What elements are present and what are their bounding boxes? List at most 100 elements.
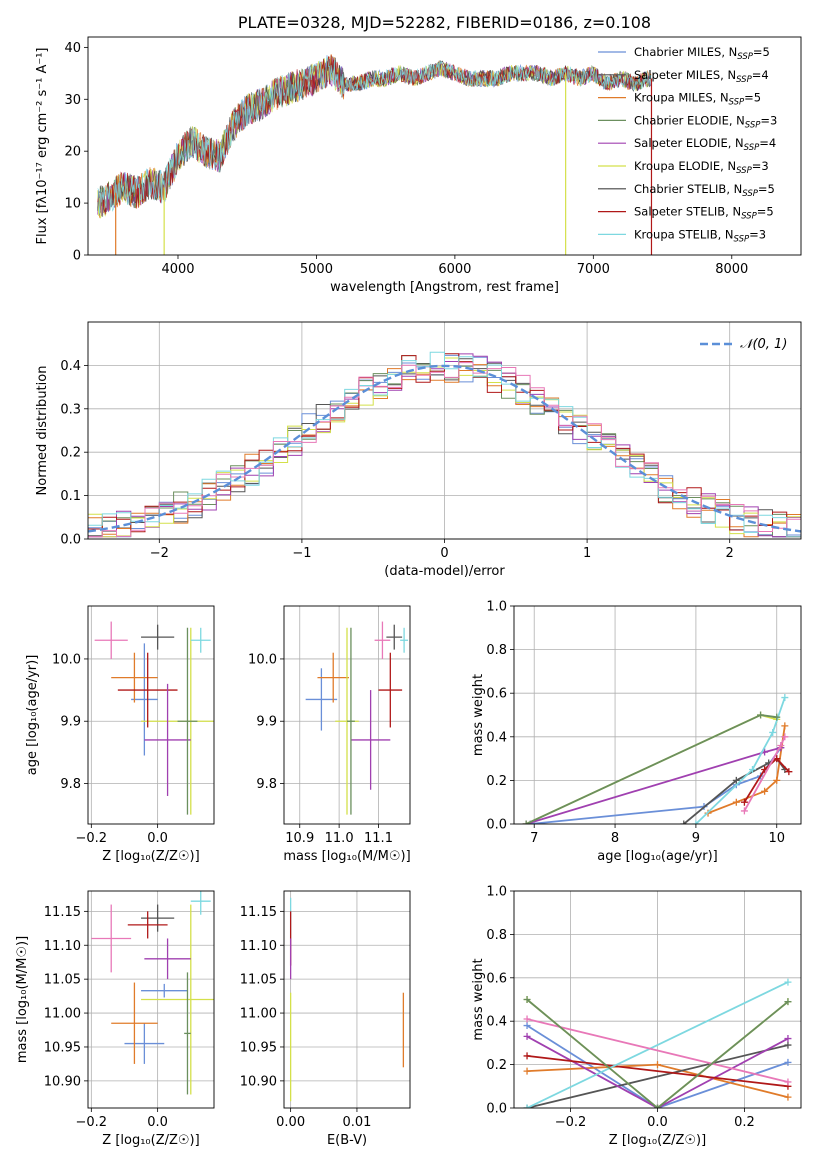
- y-axis-label: Normed distribution: [35, 366, 50, 496]
- ytick-label-0: 0.0: [60, 533, 81, 548]
- x-axis-label: Z [log₁₀(Z/Z☉)]: [102, 849, 199, 864]
- legend-suffix-8: =3: [749, 227, 766, 241]
- y-axis-label: age [log₁₀(age/yr)]: [25, 655, 40, 776]
- y-axis-label: Flux [fλ10⁻¹⁷ erg cm⁻² s⁻¹ A⁻¹]: [35, 48, 50, 245]
- y-axis-label: mass weight: [471, 674, 486, 756]
- plot-area: [97, 54, 653, 255]
- panel-2: −0.2 0.0 9.8 9.9 10.0 Z [log₁₀(Z/Z☉)] age [log…: [25, 605, 215, 864]
- axes-frame: [87, 36, 802, 256]
- ytick-label-4: 40: [64, 41, 81, 56]
- ytick-label-3: 30: [64, 93, 81, 108]
- series-line-2: [526, 1044, 789, 1108]
- legend-subscript-2: SSP: [729, 98, 745, 108]
- xtick-label-1: 0.0: [147, 1115, 168, 1130]
- x-axis-label: (data-model)/error: [384, 564, 505, 579]
- series-marker-7-0: [522, 820, 530, 824]
- ytick-label-1: 0.1: [60, 489, 81, 504]
- series-marker-2-0: [680, 820, 688, 824]
- series-marker-8-1: [777, 742, 785, 750]
- ytick-label-0: 0.0: [486, 1102, 507, 1117]
- ytick-label-4: 0.4: [60, 359, 81, 374]
- series-marker-4-2: [784, 1035, 792, 1043]
- xtick-label-0: −0.2: [76, 1115, 108, 1130]
- ytick-label-2: 0.4: [486, 730, 507, 745]
- series-marker-7-1: [784, 1078, 792, 1086]
- xtick-label-2: 0.2: [734, 1115, 755, 1130]
- plot-area: [523, 978, 792, 1108]
- legend-label-8: Kroupa STELIB, NSSP=3: [634, 227, 766, 244]
- ytick-label-2: 0.4: [486, 1015, 507, 1030]
- series-marker-0-2: [784, 1058, 792, 1066]
- series-marker-8-2: [784, 998, 792, 1006]
- ytick-label-3: 11.05: [240, 973, 277, 988]
- series-marker-7-1: [757, 711, 765, 719]
- ytick-label-5: 11.15: [240, 905, 277, 920]
- ytick-label-4: 0.8: [486, 928, 507, 943]
- legend-suffix-5: =3: [752, 159, 769, 173]
- series-line-6: [526, 981, 789, 1108]
- xtick-label-2: 0: [440, 546, 448, 561]
- x-axis-label: wavelength [Angstrom, rest frame]: [330, 280, 559, 295]
- ytick-label-2: 11.00: [44, 1007, 81, 1022]
- ytick-label-2: 0.2: [60, 446, 81, 461]
- chart-title: PLATE=0328, MJD=52282, FIBERID=0186, z=0…: [238, 13, 651, 32]
- ytick-label-1: 10: [64, 197, 81, 212]
- panel-6: 0.00 0.01 10.90 10.95 11.00 11.05 11.10 11.15 E(…: [240, 890, 411, 1148]
- axes-frame: [87, 890, 215, 1109]
- series-line-0: [526, 1024, 789, 1108]
- legend-subscript-4: SSP: [744, 143, 760, 153]
- series-marker-6-0: [523, 1104, 531, 1108]
- legend-subscript-6: SSP: [742, 189, 758, 199]
- series-marker-1-0: [523, 1067, 531, 1075]
- x-axis-label: age [log₁₀(age/yr)]: [597, 849, 718, 864]
- series-marker-8-0: [740, 807, 748, 815]
- series-marker-1-3: [773, 776, 781, 784]
- ytick-label-4: 11.10: [44, 939, 81, 954]
- series-marker-8-2: [781, 733, 789, 741]
- xtick-label-2: 6000: [438, 262, 471, 277]
- ytick-label-0: 9.8: [60, 777, 81, 792]
- xtick-label-1: 0.0: [147, 831, 168, 846]
- series-marker-1-4: [781, 722, 789, 730]
- xtick-label-4: 8000: [715, 262, 748, 277]
- ytick-label-0: 10.90: [44, 1074, 81, 1089]
- legend-suffix-0: =5: [753, 45, 770, 59]
- series-marker-5-0: [523, 1052, 531, 1060]
- series-marker-1-1: [732, 798, 740, 806]
- legend-label-3: Chabrier ELODIE, NSSP=3: [634, 113, 777, 130]
- series-marker-2-1: [784, 1041, 792, 1049]
- x-axis-label: Z [log₁₀(Z/Z☉)]: [102, 1133, 199, 1148]
- series-line-6: [695, 697, 786, 824]
- panel-1: −2 −1 0 1 2 0.0 0.1 0.2 0.3 0.4 (data-model)/error…: [35, 321, 802, 579]
- legend-suffix-2: =5: [744, 91, 761, 105]
- xtick-label-0: −0.2: [555, 1115, 587, 1130]
- xtick-label-3: 1: [583, 546, 591, 561]
- plot-area: [305, 621, 409, 815]
- series-marker-4-0: [523, 1032, 531, 1040]
- xtick-label-0: −2: [150, 546, 169, 561]
- series-line-5: [526, 1055, 789, 1088]
- axes-frame: [87, 605, 215, 825]
- ytick-label-5: 1.0: [486, 600, 507, 615]
- series-line-2: [683, 757, 786, 824]
- series-marker-8-1: [654, 1104, 661, 1108]
- series-marker-6-2: [769, 728, 777, 736]
- xtick-label-2: 11.1: [364, 831, 393, 846]
- series-marker-1-1: [654, 1061, 661, 1069]
- legend-suffix-1: =4: [752, 68, 769, 82]
- legend-label-6: Chabrier STELIB, NSSP=5: [634, 182, 775, 199]
- axes-frame: [513, 605, 802, 825]
- xtick-label-3: 10: [768, 831, 785, 846]
- ytick-label-5: 11.15: [44, 905, 81, 920]
- legend-subscript-0: SSP: [737, 52, 753, 62]
- ytick-label-3: 11.05: [44, 973, 81, 988]
- series-line-7: [525, 714, 777, 824]
- xtick-label-0: 0.00: [276, 1115, 305, 1130]
- xtick-label-3: 7000: [577, 262, 610, 277]
- x-axis-label: Z [log₁₀(Z/Z☉)]: [609, 1133, 706, 1148]
- xtick-label-1: 8: [611, 831, 619, 846]
- series-marker-1-2: [761, 787, 769, 795]
- ytick-label-1: 9.9: [60, 715, 81, 730]
- x-axis-label: E(B-V): [327, 1133, 367, 1148]
- xtick-label-0: 4000: [161, 262, 194, 277]
